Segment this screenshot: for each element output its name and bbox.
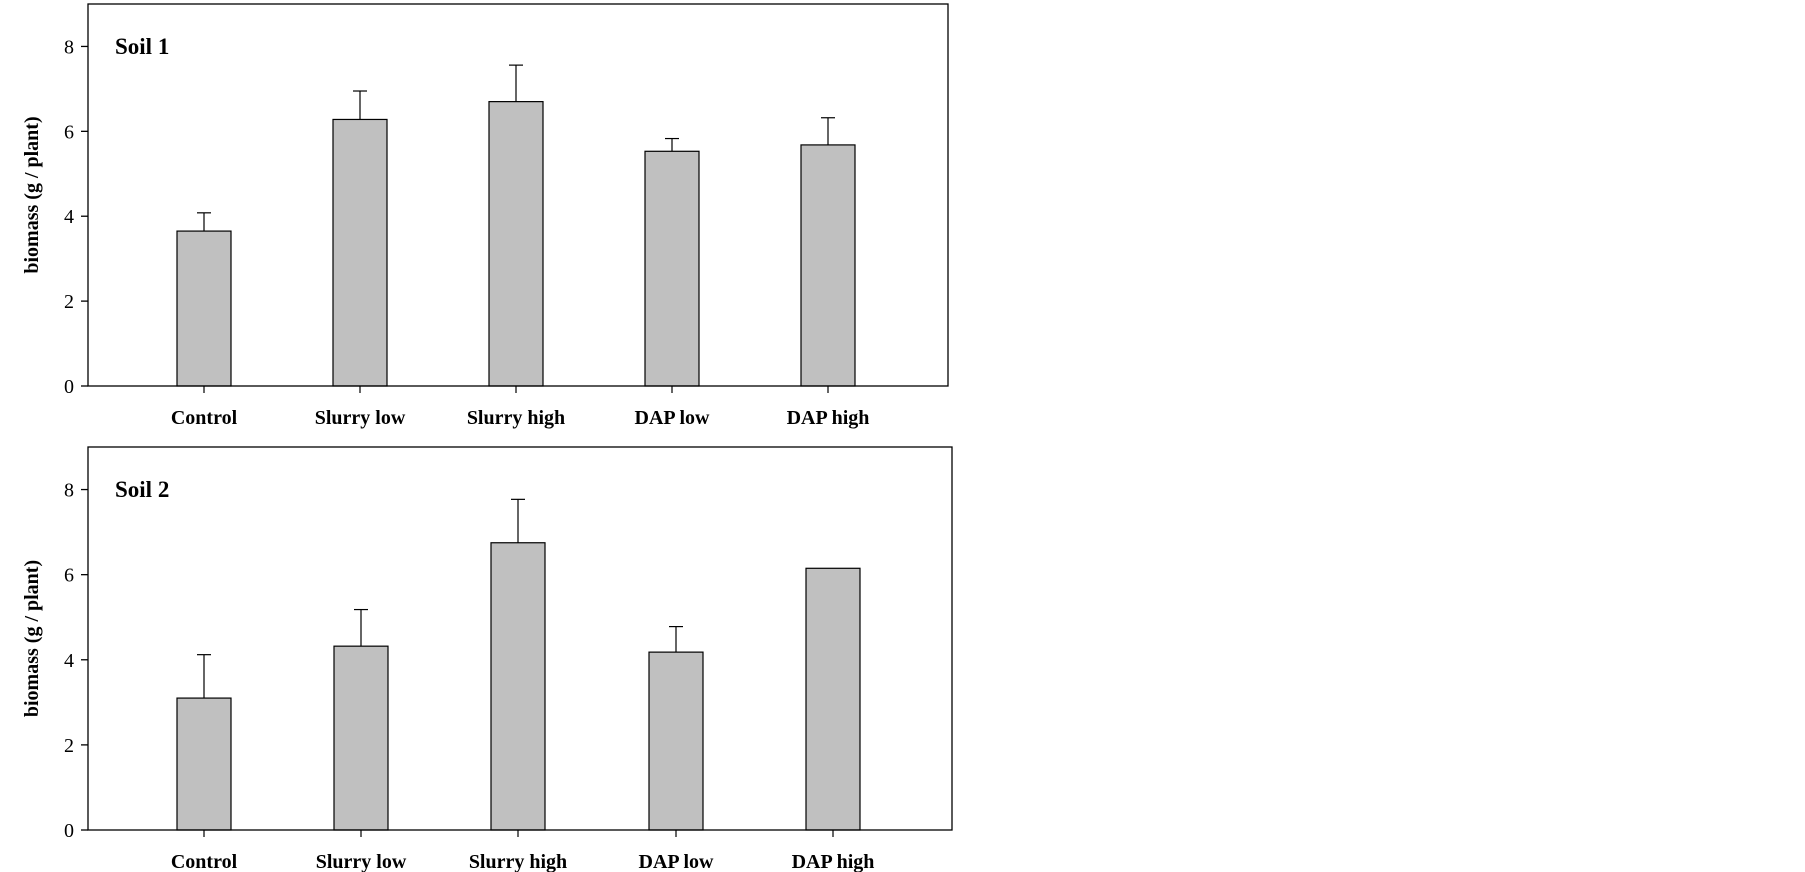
plot-frame (87, 3, 949, 387)
bar (332, 118, 388, 387)
bar (648, 651, 704, 831)
x-axis-category-labels: Control Slurry low Slurry high DAP low DAP h… (171, 386, 870, 429)
y-tick-label: 0 (64, 376, 74, 398)
panel-soil-2: Soil 2 biomass (g / plant) 0 2 4 6 8 Control… (21, 446, 953, 872)
x-category-label: DAP high (792, 851, 875, 872)
bars (176, 498, 861, 831)
y-axis-title: biomass (g / plant) (21, 560, 43, 717)
panel-soil-1: Soil 1 biomass (g / plant) 0 2 4 6 8 Control… (21, 3, 949, 429)
y-tick-label: 4 (64, 650, 74, 672)
bar (488, 101, 544, 387)
x-category-label: Slurry high (467, 407, 565, 429)
bar (333, 645, 389, 831)
bar (800, 144, 856, 387)
y-tick-label: 6 (64, 121, 74, 143)
x-category-label: Slurry low (316, 851, 407, 872)
bar (176, 697, 232, 831)
x-category-label: Slurry low (315, 407, 406, 429)
y-tick-label: 6 (64, 565, 74, 587)
bar (176, 230, 232, 387)
y-tick-label: 8 (64, 36, 74, 58)
bar (644, 150, 700, 387)
plot-frame (87, 446, 953, 831)
panel-title: Soil 2 (115, 477, 169, 502)
x-category-label: Slurry high (469, 851, 567, 872)
x-category-label: DAP high (787, 407, 870, 429)
bar (805, 567, 861, 831)
y-tick-label: 2 (64, 735, 74, 757)
y-tick-label: 8 (64, 480, 74, 502)
x-category-label: DAP low (635, 407, 711, 429)
y-axis-title: biomass (g / plant) (21, 116, 43, 273)
panel-title: Soil 1 (115, 34, 169, 59)
bar (490, 542, 546, 831)
y-axis-ticks: 0 2 4 6 8 (64, 36, 88, 398)
x-axis-category-labels: Control Slurry low Slurry high DAP low DAP h… (171, 830, 875, 872)
y-axis-ticks: 0 2 4 6 8 (64, 480, 88, 842)
y-tick-label: 0 (64, 820, 74, 842)
x-category-label: Control (171, 407, 238, 429)
x-category-label: Control (171, 851, 238, 872)
bars (176, 64, 856, 387)
y-tick-label: 2 (64, 291, 74, 313)
y-tick-label: 4 (64, 206, 74, 228)
x-category-label: DAP low (639, 851, 715, 872)
